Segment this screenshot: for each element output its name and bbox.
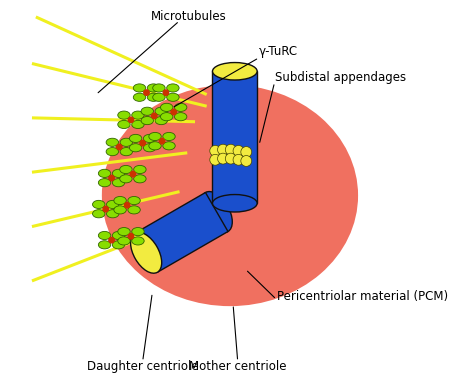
Text: γ-TuRC: γ-TuRC <box>259 45 298 58</box>
Circle shape <box>233 154 244 165</box>
Circle shape <box>225 153 236 164</box>
Ellipse shape <box>161 113 173 121</box>
Ellipse shape <box>112 231 125 240</box>
Ellipse shape <box>132 228 144 236</box>
Text: Microtubules: Microtubules <box>151 11 227 23</box>
Ellipse shape <box>153 93 165 101</box>
Circle shape <box>144 90 149 95</box>
Circle shape <box>171 109 176 115</box>
Ellipse shape <box>144 143 156 152</box>
Ellipse shape <box>92 200 105 208</box>
Ellipse shape <box>134 165 146 174</box>
Ellipse shape <box>106 138 118 146</box>
Circle shape <box>117 144 122 150</box>
Ellipse shape <box>163 133 175 141</box>
Text: Pericentriolar material (PCM): Pericentriolar material (PCM) <box>276 290 447 303</box>
Ellipse shape <box>92 210 105 218</box>
Ellipse shape <box>112 169 125 178</box>
Circle shape <box>109 237 114 243</box>
Text: Daughter centriole: Daughter centriole <box>87 360 199 373</box>
Circle shape <box>124 203 130 208</box>
Polygon shape <box>135 192 228 272</box>
Ellipse shape <box>167 93 179 101</box>
Ellipse shape <box>114 196 126 204</box>
Circle shape <box>103 206 109 212</box>
Ellipse shape <box>107 200 119 208</box>
Ellipse shape <box>133 93 146 101</box>
Circle shape <box>210 145 221 156</box>
Ellipse shape <box>174 103 187 111</box>
Ellipse shape <box>133 84 146 92</box>
Circle shape <box>218 153 228 164</box>
Ellipse shape <box>153 84 165 92</box>
Ellipse shape <box>141 117 154 125</box>
Ellipse shape <box>163 142 175 150</box>
Ellipse shape <box>112 241 125 249</box>
Ellipse shape <box>130 232 162 273</box>
Ellipse shape <box>112 179 125 187</box>
Text: Subdistal appendages: Subdistal appendages <box>274 71 406 84</box>
Ellipse shape <box>212 63 257 80</box>
Bar <box>212 71 257 203</box>
Ellipse shape <box>129 135 142 142</box>
Circle shape <box>210 154 221 165</box>
Ellipse shape <box>114 206 126 214</box>
Ellipse shape <box>144 135 156 142</box>
Ellipse shape <box>212 195 257 212</box>
Text: Mother centriole: Mother centriole <box>189 360 286 373</box>
Circle shape <box>152 113 157 118</box>
Ellipse shape <box>161 103 173 111</box>
Ellipse shape <box>201 192 232 233</box>
Circle shape <box>225 144 236 155</box>
Ellipse shape <box>99 231 111 240</box>
Ellipse shape <box>147 93 160 101</box>
Ellipse shape <box>99 169 111 178</box>
Ellipse shape <box>118 237 130 245</box>
Ellipse shape <box>155 107 167 115</box>
Ellipse shape <box>102 85 358 306</box>
Circle shape <box>159 138 165 144</box>
Ellipse shape <box>132 237 144 245</box>
Circle shape <box>128 233 134 239</box>
Ellipse shape <box>174 113 187 121</box>
Ellipse shape <box>134 175 146 183</box>
Ellipse shape <box>120 165 132 174</box>
Ellipse shape <box>99 179 111 187</box>
Ellipse shape <box>155 117 167 125</box>
Ellipse shape <box>129 143 142 152</box>
Circle shape <box>109 175 114 181</box>
Ellipse shape <box>132 111 144 119</box>
Ellipse shape <box>99 241 111 249</box>
Ellipse shape <box>149 142 161 150</box>
Circle shape <box>241 156 252 167</box>
Circle shape <box>241 147 252 158</box>
Ellipse shape <box>141 107 154 115</box>
Circle shape <box>128 117 134 122</box>
Ellipse shape <box>132 120 144 129</box>
Ellipse shape <box>107 210 119 218</box>
Circle shape <box>163 90 169 95</box>
Ellipse shape <box>106 147 118 156</box>
Circle shape <box>130 171 136 177</box>
Circle shape <box>218 144 228 155</box>
Circle shape <box>140 140 146 146</box>
Ellipse shape <box>118 120 130 129</box>
Ellipse shape <box>118 111 130 119</box>
Ellipse shape <box>149 133 161 141</box>
Ellipse shape <box>118 228 130 236</box>
Ellipse shape <box>120 147 133 156</box>
Ellipse shape <box>128 196 140 204</box>
Circle shape <box>233 145 244 156</box>
Ellipse shape <box>120 175 132 183</box>
Ellipse shape <box>128 206 140 214</box>
Ellipse shape <box>120 138 133 146</box>
Ellipse shape <box>147 84 160 92</box>
Ellipse shape <box>167 84 179 92</box>
